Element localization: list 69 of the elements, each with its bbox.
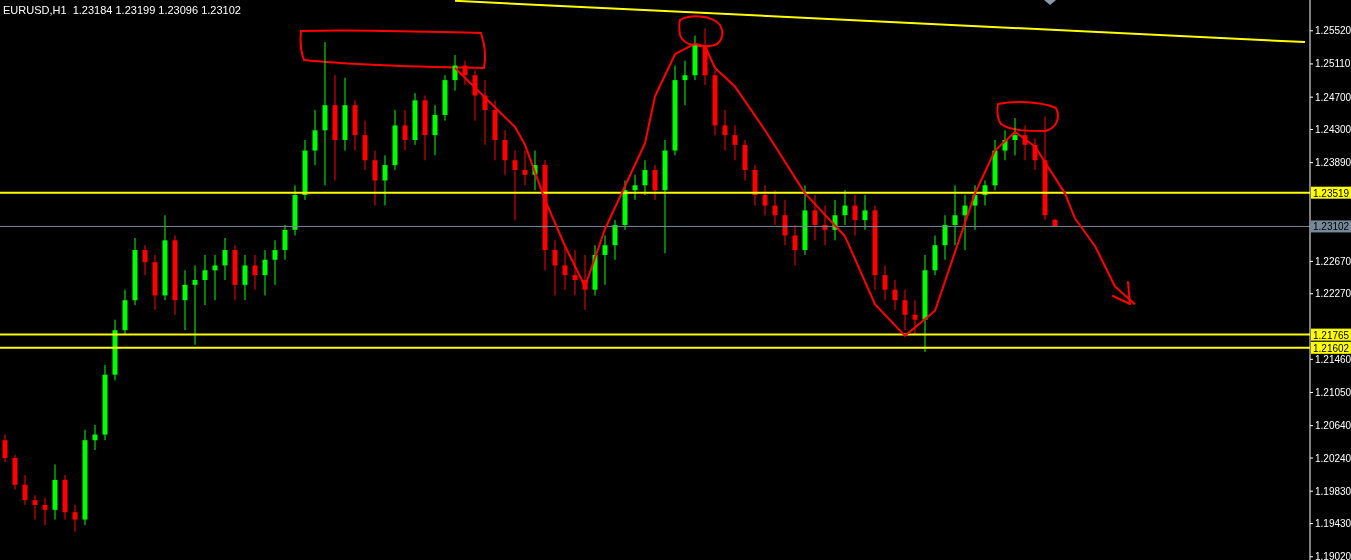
y-tick-label: 1.25520 (1315, 25, 1351, 37)
candlestick (1012, 117, 1018, 156)
y-tick-label: 1.19020 (1315, 551, 1351, 560)
candlestick (572, 249, 578, 296)
ref-line-label: 1.21602 (1313, 342, 1350, 354)
candlestick (882, 264, 888, 301)
candlestick (782, 199, 788, 246)
y-tick-label: 1.21050 (1315, 387, 1351, 399)
candlestick (382, 154, 388, 207)
candlestick (892, 279, 898, 311)
ref-line-label: 1.21765 (1313, 329, 1350, 341)
candlestick (142, 244, 148, 276)
candlestick (562, 244, 568, 291)
candlestick (462, 60, 468, 86)
candlestick (942, 214, 948, 261)
y-tick-label: 1.21460 (1315, 353, 1351, 365)
candlestick (842, 189, 848, 226)
candlestick (642, 159, 648, 196)
candlestick (242, 254, 248, 301)
candlestick (612, 219, 618, 261)
candlestick (522, 150, 528, 186)
candlestick (952, 184, 958, 246)
y-tick-label: 1.23890 (1315, 157, 1351, 169)
candlestick (42, 497, 48, 526)
candlestick (792, 224, 798, 266)
candlestick (372, 150, 378, 207)
candlestick (652, 164, 658, 201)
candlestick (282, 224, 288, 261)
candlestick (252, 254, 258, 291)
candlestick (262, 249, 268, 296)
candlestick (902, 289, 908, 331)
candlestick (812, 194, 818, 241)
candlestick (32, 494, 38, 521)
ref-line-label: 1.23519 (1313, 187, 1350, 199)
candlestick (22, 474, 28, 506)
candlestick (552, 239, 558, 296)
candlestick (862, 194, 868, 231)
y-tick-label: 1.25110 (1315, 58, 1351, 70)
candlestick (852, 194, 858, 236)
candlestick (762, 184, 768, 216)
y-tick-label: 1.22270 (1315, 288, 1351, 300)
candlestick (192, 264, 198, 346)
candlestick (2, 434, 8, 463)
candlestick (182, 269, 188, 331)
y-tick-label: 1.20640 (1315, 420, 1351, 432)
candlestick (312, 109, 318, 166)
candlestick (402, 109, 408, 152)
candlestick (202, 254, 208, 306)
candlestick (222, 237, 228, 281)
y-tick-label: 1.19430 (1315, 518, 1351, 530)
chart-title: EURUSD,H1 1.23184 1.23199 1.23096 1.23102 (3, 4, 241, 16)
candlestick (772, 189, 778, 226)
candlestick (502, 129, 508, 176)
y-tick-label: 1.22670 (1315, 255, 1351, 267)
candlestick (722, 109, 728, 152)
candlestick (72, 504, 78, 533)
candlestick (602, 234, 608, 286)
y-tick-label: 1.24700 (1315, 91, 1351, 103)
candlestick (432, 104, 438, 156)
y-tick-label: 1.24300 (1315, 124, 1351, 136)
candlestick (272, 239, 278, 286)
candlestick (212, 254, 218, 301)
candlestick (632, 174, 638, 201)
y-tick-label: 1.19830 (1315, 485, 1351, 497)
y-tick-label: 1.20240 (1315, 452, 1351, 464)
ref-line-label: 1.23102 (1313, 221, 1350, 233)
candlestick (682, 60, 688, 106)
candlestick (512, 150, 518, 221)
candlestick (732, 124, 738, 161)
